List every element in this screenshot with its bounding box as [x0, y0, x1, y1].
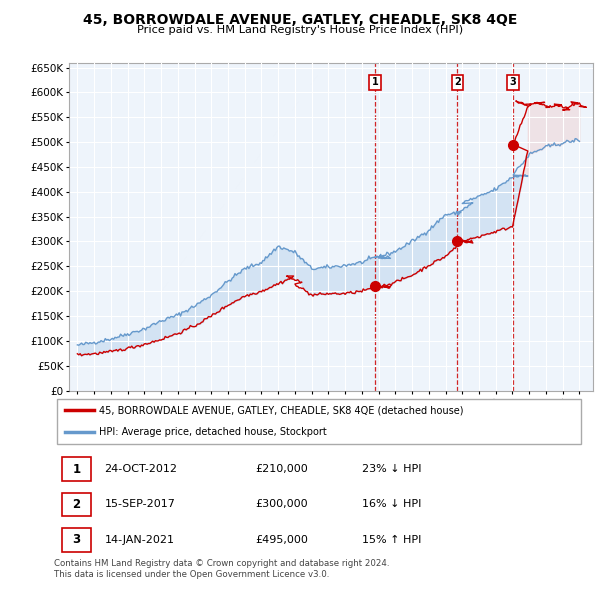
Text: 45, BORROWDALE AVENUE, GATLEY, CHEADLE, SK8 4QE (detached house): 45, BORROWDALE AVENUE, GATLEY, CHEADLE, …: [99, 405, 464, 415]
Text: 1: 1: [73, 463, 80, 476]
Text: 16% ↓ HPI: 16% ↓ HPI: [362, 500, 421, 509]
Text: £495,000: £495,000: [256, 535, 308, 545]
Text: 3: 3: [510, 77, 517, 87]
FancyBboxPatch shape: [62, 457, 91, 481]
Text: 24-OCT-2012: 24-OCT-2012: [104, 464, 178, 474]
Text: 3: 3: [73, 533, 80, 546]
Text: 14-JAN-2021: 14-JAN-2021: [104, 535, 175, 545]
FancyBboxPatch shape: [56, 399, 581, 444]
FancyBboxPatch shape: [62, 528, 91, 552]
Text: 1: 1: [372, 77, 379, 87]
FancyBboxPatch shape: [62, 493, 91, 516]
Text: 15% ↑ HPI: 15% ↑ HPI: [362, 535, 421, 545]
Text: Price paid vs. HM Land Registry's House Price Index (HPI): Price paid vs. HM Land Registry's House …: [137, 25, 463, 35]
Text: 15-SEP-2017: 15-SEP-2017: [104, 500, 175, 509]
Text: £300,000: £300,000: [256, 500, 308, 509]
Text: Contains HM Land Registry data © Crown copyright and database right 2024.
This d: Contains HM Land Registry data © Crown c…: [54, 559, 389, 579]
Text: HPI: Average price, detached house, Stockport: HPI: Average price, detached house, Stoc…: [99, 427, 327, 437]
Text: £210,000: £210,000: [256, 464, 308, 474]
Text: 23% ↓ HPI: 23% ↓ HPI: [362, 464, 421, 474]
Text: 2: 2: [454, 77, 461, 87]
Text: 45, BORROWDALE AVENUE, GATLEY, CHEADLE, SK8 4QE: 45, BORROWDALE AVENUE, GATLEY, CHEADLE, …: [83, 13, 517, 27]
Text: 2: 2: [73, 498, 80, 511]
